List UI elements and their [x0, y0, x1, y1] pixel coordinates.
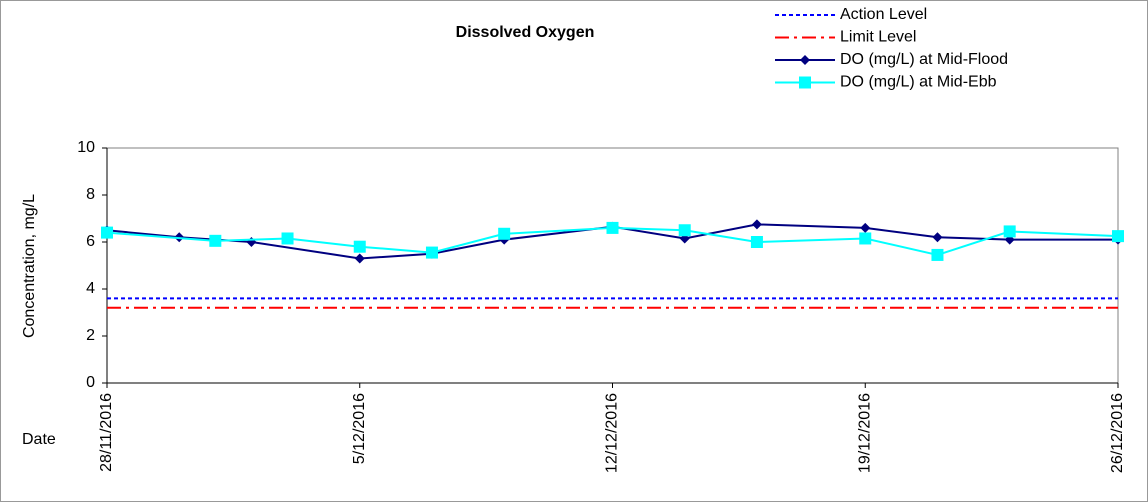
- x-tick-label: 19/12/2016: [856, 393, 873, 473]
- legend-marker: [799, 76, 811, 89]
- legend-label: DO (mg/L) at Mid-Flood: [840, 51, 1008, 68]
- chart-title: Dissolved Oxygen: [456, 24, 595, 41]
- data-point: [425, 246, 438, 259]
- y-tick-label: 6: [86, 233, 95, 250]
- legend-label: Limit Level: [840, 29, 916, 46]
- y-tick-label: 4: [86, 280, 95, 297]
- y-axis-label: Concentration, mg/L: [21, 194, 38, 338]
- data-point: [606, 221, 619, 234]
- data-point: [678, 224, 691, 237]
- y-tick-label: 10: [77, 139, 95, 156]
- x-axis-label: Date: [22, 431, 56, 448]
- data-point: [281, 232, 294, 245]
- data-point: [353, 240, 366, 253]
- x-tick-label: 26/12/2016: [1109, 393, 1126, 473]
- data-point: [860, 222, 871, 233]
- x-tick-label: 5/12/2016: [351, 393, 368, 464]
- legend-label: Action Level: [840, 6, 927, 23]
- data-point: [751, 219, 762, 230]
- data-point: [931, 248, 944, 261]
- y-tick-label: 2: [86, 327, 95, 344]
- x-tick-label: 12/12/2016: [604, 393, 621, 473]
- legend-label: DO (mg/L) at Mid-Ebb: [840, 74, 997, 91]
- data-point: [859, 232, 872, 245]
- legend-marker: [800, 55, 810, 65]
- y-tick-label: 8: [86, 186, 95, 203]
- data-point: [354, 253, 365, 264]
- data-point: [498, 227, 511, 240]
- data-point: [1003, 225, 1016, 238]
- data-point: [1112, 230, 1124, 243]
- data-point: [209, 234, 222, 247]
- data-point: [101, 226, 113, 239]
- y-tick-label: 0: [86, 374, 95, 391]
- x-tick-label: 28/11/2016: [98, 393, 115, 472]
- data-point: [750, 236, 763, 248]
- data-point: [932, 232, 943, 243]
